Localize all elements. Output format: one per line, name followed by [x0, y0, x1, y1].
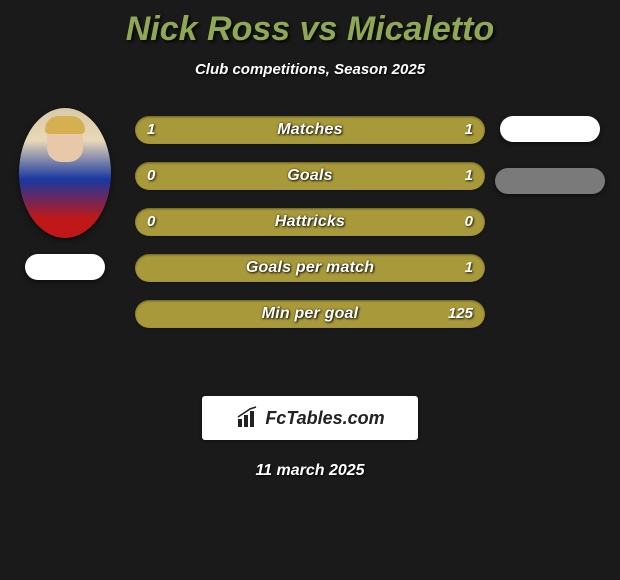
- stat-label: Min per goal: [135, 300, 485, 328]
- stat-right-value: 1: [453, 116, 485, 144]
- bar-chart-icon: [235, 405, 261, 431]
- brand-text: FcTables.com: [265, 408, 384, 429]
- stat-right-value: 1: [453, 162, 485, 190]
- player-left-name-pill: [25, 254, 105, 280]
- comparison-area: 1 Matches 1 0 Goals 1 0 Hattricks 0 Goal…: [0, 108, 620, 388]
- stat-label: Goals: [135, 162, 485, 190]
- stats-bars: 1 Matches 1 0 Goals 1 0 Hattricks 0 Goal…: [135, 116, 485, 346]
- player-right-name-pill-1: [500, 116, 600, 142]
- stat-label: Hattricks: [135, 208, 485, 236]
- stat-row-goals-per-match: Goals per match 1: [135, 254, 485, 282]
- stat-label: Matches: [135, 116, 485, 144]
- stat-row-hattricks: 0 Hattricks 0: [135, 208, 485, 236]
- stat-row-min-per-goal: Min per goal 125: [135, 300, 485, 328]
- stat-right-value: 0: [453, 208, 485, 236]
- player-right-name-pill-2: [495, 168, 605, 194]
- stat-label: Goals per match: [135, 254, 485, 282]
- player-right: [495, 116, 605, 194]
- footer-date: 11 march 2025: [0, 462, 620, 480]
- brand-logo-box: FcTables.com: [202, 396, 418, 440]
- player-left-photo: [19, 108, 111, 238]
- stat-right-value: 125: [436, 300, 485, 328]
- stat-right-value: 1: [453, 254, 485, 282]
- player-left: [15, 108, 115, 280]
- page-title: Nick Ross vs Micaletto: [0, 0, 620, 49]
- stat-row-matches: 1 Matches 1: [135, 116, 485, 144]
- subtitle: Club competitions, Season 2025: [0, 61, 620, 78]
- stat-row-goals: 0 Goals 1: [135, 162, 485, 190]
